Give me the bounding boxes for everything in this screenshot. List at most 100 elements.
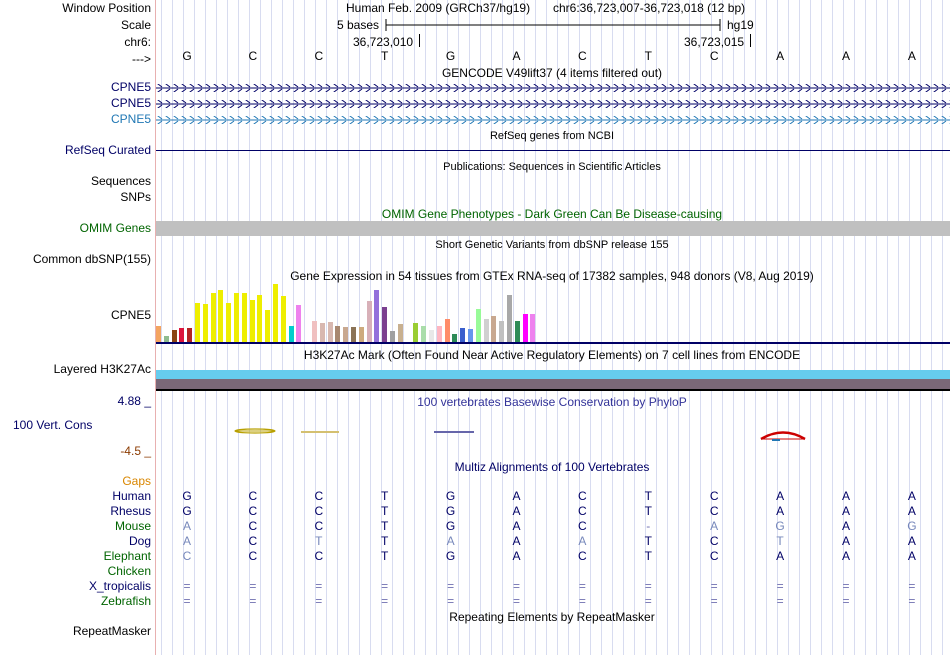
multiz-base: C xyxy=(709,534,719,548)
gtex-tissue-bar[interactable] xyxy=(351,327,356,342)
gtex-tissue-bar[interactable] xyxy=(171,330,177,342)
gtex-tissue-bar[interactable] xyxy=(468,329,473,342)
label-100-vert-cons[interactable]: 100 Vert. Cons xyxy=(13,418,93,432)
gencode-transcripts[interactable] xyxy=(156,80,950,128)
grid-line xyxy=(711,0,712,655)
omim-gene-bar[interactable] xyxy=(156,221,950,236)
multiz-species-label[interactable]: Zebrafish xyxy=(100,594,151,608)
multiz-base: = xyxy=(315,594,323,608)
gtex-tissue-bar[interactable] xyxy=(241,293,247,342)
multiz-species-label[interactable]: Rhesus xyxy=(110,504,151,518)
gtex-tissue-bar[interactable] xyxy=(452,334,458,342)
label-common-dbsnp[interactable]: Common dbSNP(155) xyxy=(32,252,151,266)
gtex-tissue-bar[interactable] xyxy=(218,290,224,342)
label-gencode-cpne5-1[interactable]: CPNE5 xyxy=(110,80,151,94)
multiz-track-title[interactable]: Multiz Alignments of 100 Vertebrates xyxy=(454,460,650,474)
gtex-tissue-bar[interactable] xyxy=(374,290,380,342)
gtex-tissue-bar[interactable] xyxy=(312,321,317,342)
gtex-tissue-bar[interactable] xyxy=(179,328,185,342)
gtex-tissue-bar[interactable] xyxy=(163,336,169,342)
gtex-tissue-bar[interactable] xyxy=(210,293,216,342)
gtex-tissue-bar[interactable] xyxy=(366,301,372,342)
multiz-species-label[interactable]: Chicken xyxy=(107,564,151,578)
gtex-tissue-bar[interactable] xyxy=(436,326,442,342)
gtex-tissue-bar[interactable] xyxy=(319,323,325,342)
gtex-tissue-bar[interactable] xyxy=(491,316,497,342)
gtex-bar-chart[interactable] xyxy=(156,284,950,342)
h3k27ac-track-title[interactable]: H3K27Ac Mark (Often Found Near Active Re… xyxy=(303,348,801,362)
label-gaps[interactable]: Gaps xyxy=(122,474,151,488)
gtex-tissue-bar[interactable] xyxy=(390,331,395,342)
label-gtex-cpne5[interactable]: CPNE5 xyxy=(110,308,151,322)
gtex-tissue-bar[interactable] xyxy=(226,303,232,342)
gtex-tissue-bar[interactable] xyxy=(195,303,200,342)
gtex-tissue-bar[interactable] xyxy=(296,305,302,342)
label-refseq-curated[interactable]: RefSeq Curated xyxy=(64,143,151,157)
label-sequences[interactable]: Sequences xyxy=(90,174,151,188)
multiz-species-label[interactable]: Elephant xyxy=(103,549,151,563)
multiz-base: G xyxy=(182,489,192,503)
gtex-tissue-bar[interactable] xyxy=(483,319,489,342)
gtex-tissue-bar[interactable] xyxy=(257,295,263,342)
gtex-tissue-bar[interactable] xyxy=(421,326,427,342)
gtex-tissue-bar[interactable] xyxy=(429,330,434,342)
multiz-base: G xyxy=(907,519,917,533)
refseq-track-title[interactable]: RefSeq genes from NCBI xyxy=(489,130,615,142)
gtex-tissue-bar[interactable] xyxy=(280,296,286,342)
multiz-base: C xyxy=(578,519,587,533)
multiz-base: G xyxy=(182,504,192,518)
h3k27ac-signal-cyan[interactable] xyxy=(156,370,950,379)
gtex-tissue-bar[interactable] xyxy=(530,314,536,342)
label-omim-genes[interactable]: OMIM Genes xyxy=(79,221,151,235)
gtex-tissue-bar[interactable] xyxy=(514,321,520,342)
gtex-tissue-bar[interactable] xyxy=(522,314,528,342)
gtex-tissue-bar[interactable] xyxy=(397,324,403,342)
multiz-base: A xyxy=(578,534,587,548)
dbsnp-track-title[interactable]: Short Genetic Variants from dbSNP releas… xyxy=(435,239,669,251)
repeatmasker-track-title[interactable]: Repeating Elements by RepeatMasker xyxy=(449,610,655,624)
h3k27ac-signal-mauve[interactable] xyxy=(156,379,950,389)
label-gencode-cpne5-3[interactable]: CPNE5 xyxy=(110,112,151,126)
gtex-tissue-bar[interactable] xyxy=(335,326,341,342)
gtex-tissue-bar[interactable] xyxy=(444,319,450,342)
multiz-base: T xyxy=(381,504,389,518)
publications-track-title[interactable]: Publications: Sequences in Scientific Ar… xyxy=(443,161,661,173)
gtex-tissue-bar[interactable] xyxy=(273,284,278,342)
multiz-species-label[interactable]: Mouse xyxy=(114,519,151,533)
gtex-tissue-bar[interactable] xyxy=(507,295,512,342)
browser-track-area[interactable]: Human Feb. 2009 (GRCh37/hg19) chr6:36,72… xyxy=(156,0,950,655)
gtex-tissue-bar[interactable] xyxy=(234,293,239,342)
multiz-species-label[interactable]: Dog xyxy=(128,534,151,548)
label-snps[interactable]: SNPs xyxy=(120,190,151,204)
multiz-base: A xyxy=(182,519,192,533)
gtex-tissue-bar[interactable] xyxy=(265,310,271,342)
gtex-tissue-bar[interactable] xyxy=(202,304,208,342)
gtex-tissue-bar[interactable] xyxy=(382,307,388,342)
refseq-gene-line[interactable] xyxy=(156,150,950,151)
gtex-tissue-bar[interactable] xyxy=(475,309,481,342)
gtex-tissue-bar[interactable] xyxy=(327,322,333,342)
gtex-tissue-bar[interactable] xyxy=(358,327,364,342)
multiz-species-label[interactable]: Human xyxy=(112,489,151,503)
gtex-track-title[interactable]: Gene Expression in 54 tissues from GTEx … xyxy=(290,269,814,283)
gencode-track-title[interactable]: GENCODE V49lift37 (4 items filtered out) xyxy=(441,66,663,80)
label-gencode-cpne5-2[interactable]: CPNE5 xyxy=(110,96,151,110)
gencode-transcript-3 xyxy=(156,116,950,124)
label-layered-h3k27ac[interactable]: Layered H3K27Ac xyxy=(53,362,151,376)
gtex-tissue-bar[interactable] xyxy=(499,321,505,342)
gtex-tissue-bar[interactable] xyxy=(288,326,294,342)
grid-line xyxy=(161,0,162,655)
gtex-tissue-bar[interactable] xyxy=(343,327,349,342)
gtex-tissue-bar[interactable] xyxy=(249,300,255,342)
window-position-text: chr6:36,723,007-36,723,018 (12 bp) xyxy=(553,1,746,15)
omim-track-title[interactable]: OMIM Gene Phenotypes - Dark Green Can Be… xyxy=(381,207,723,221)
multiz-species-label[interactable]: X_tropicalis xyxy=(88,579,151,593)
gtex-tissue-bar[interactable] xyxy=(156,326,161,342)
gtex-tissue-bar[interactable] xyxy=(413,323,419,342)
reference-base: C xyxy=(248,49,258,63)
label-repeatmasker[interactable]: RepeatMasker xyxy=(72,624,151,638)
phylop-track-title[interactable]: 100 vertebrates Basewise Conservation by… xyxy=(417,395,687,409)
gtex-tissue-bar[interactable] xyxy=(187,328,193,342)
gtex-tissue-bar[interactable] xyxy=(460,328,466,342)
phylop-signal[interactable] xyxy=(156,420,950,444)
